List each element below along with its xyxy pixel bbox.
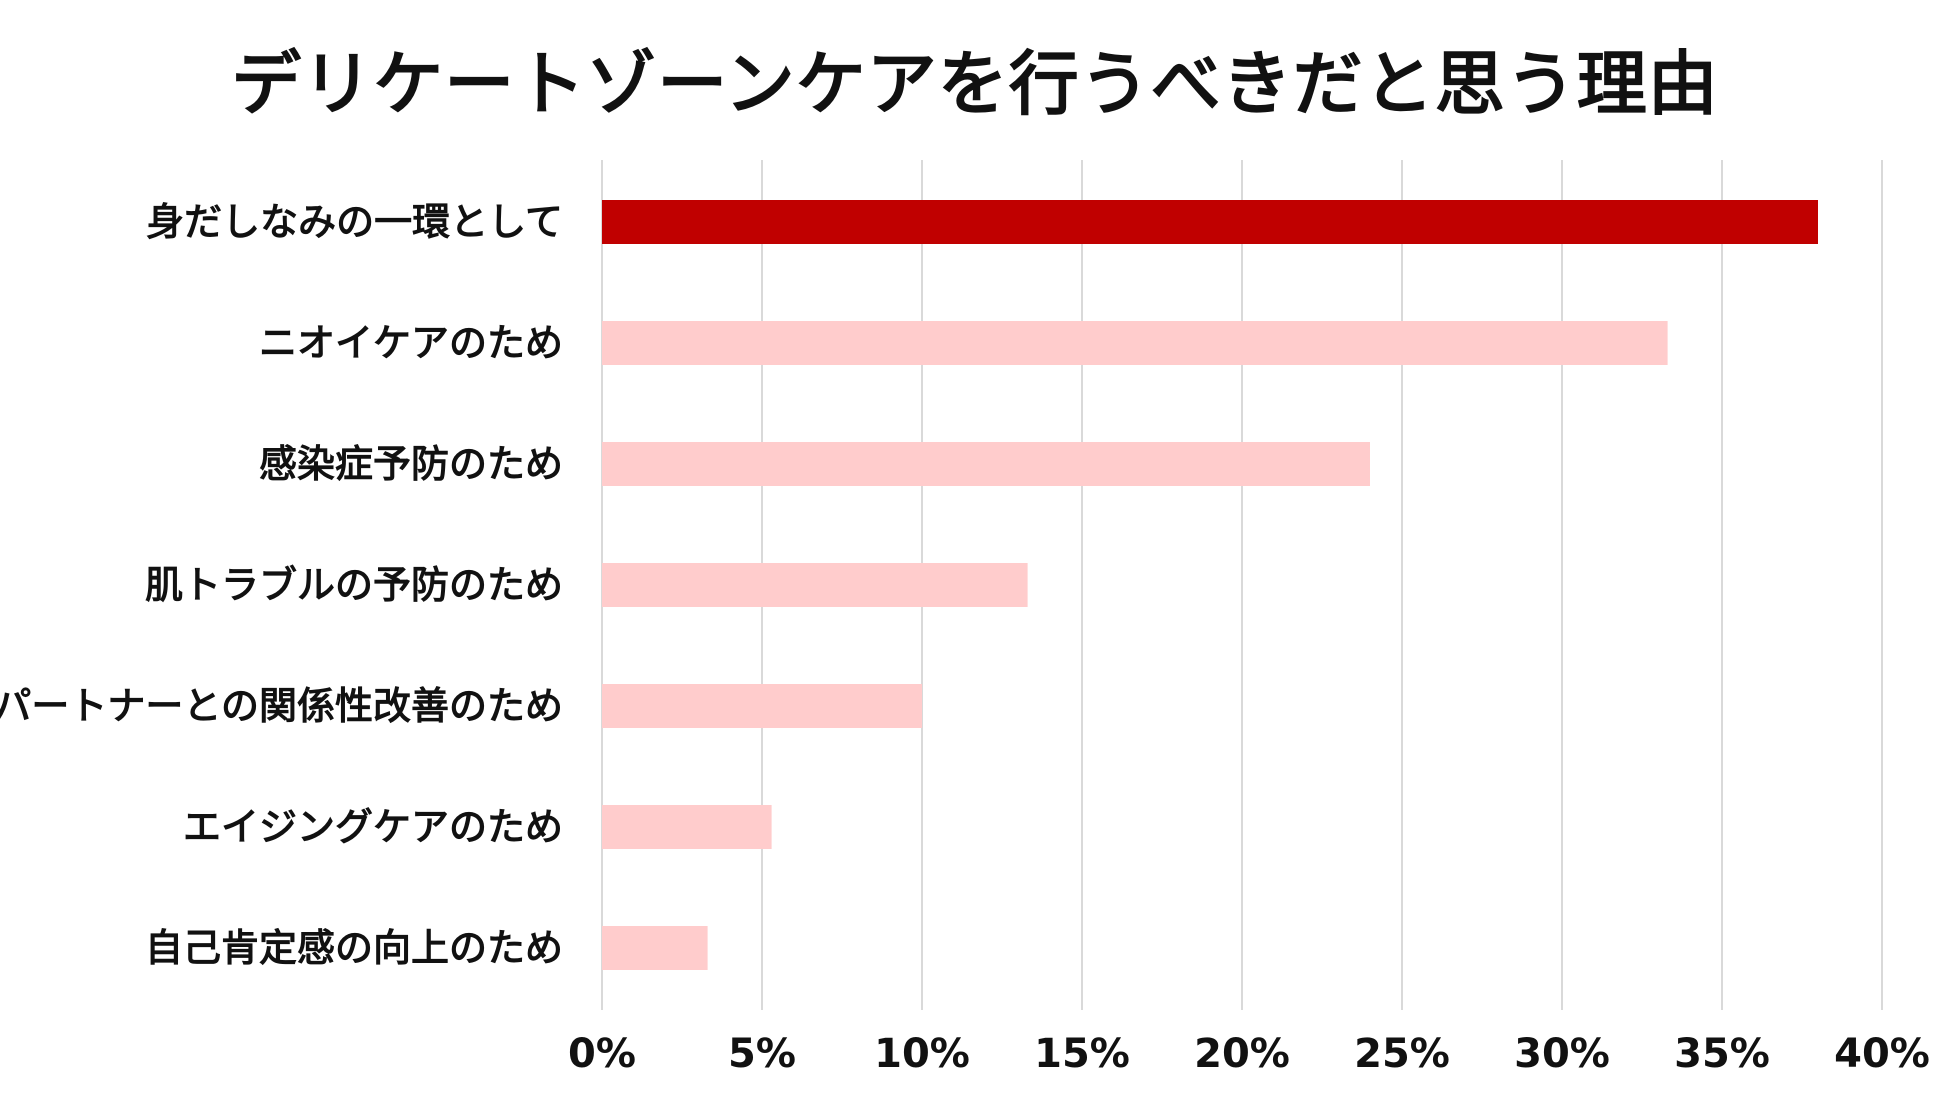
bar <box>602 200 1818 244</box>
bar <box>602 684 922 728</box>
tick-label: 30% <box>1514 1031 1610 1077</box>
tick-label: 40% <box>1834 1031 1930 1077</box>
tick-label: 0% <box>568 1031 636 1077</box>
category-label: ニオイケアのため <box>259 321 563 365</box>
bar <box>602 563 1028 607</box>
tick-label: 20% <box>1194 1031 1290 1077</box>
category-label: エイジングケアのため <box>183 805 563 849</box>
chart-title: デリケートゾーンケアを行うべきだと思う理由 <box>231 43 1719 125</box>
tick-label: 5% <box>728 1031 796 1077</box>
category-label: 自己肯定感の向上のため <box>145 926 563 970</box>
category-label: 身だしなみの一環として <box>146 200 563 244</box>
bar <box>602 805 772 849</box>
tick-label: 10% <box>874 1031 970 1077</box>
category-label: 肌トラブルの予防のため <box>145 563 563 607</box>
tick-label: 15% <box>1034 1031 1130 1077</box>
tick-label: 25% <box>1354 1031 1450 1077</box>
tick-label: 35% <box>1674 1031 1770 1077</box>
bar <box>602 321 1668 365</box>
bar <box>602 926 708 970</box>
category-label: パートナーとの関係性改善のため <box>0 684 563 728</box>
bar <box>602 442 1370 486</box>
category-label: 感染症予防のため <box>259 442 563 486</box>
